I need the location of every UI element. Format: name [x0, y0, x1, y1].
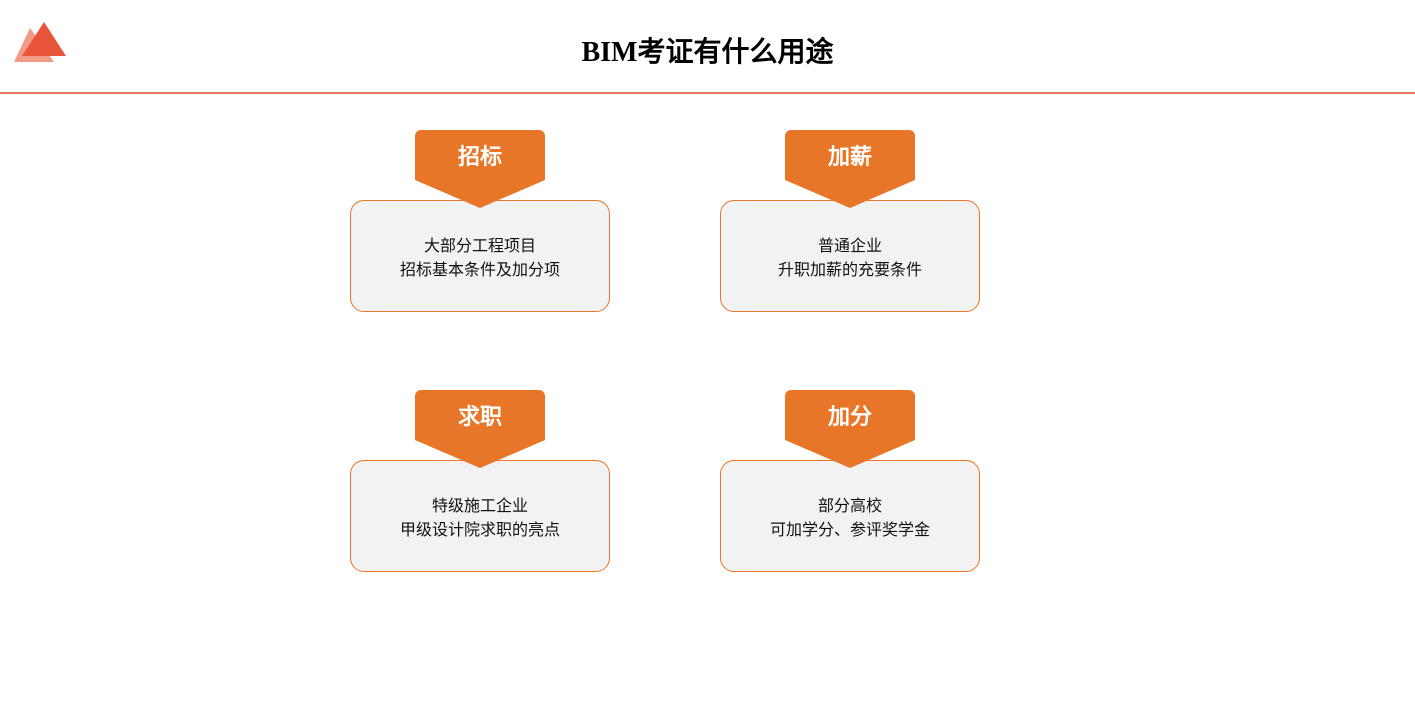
- badge-arrow-icon: [415, 180, 545, 208]
- card-line1: 普通企业: [818, 235, 882, 259]
- card-box: 普通企业 升职加薪的充要条件: [720, 200, 980, 312]
- card-line2: 甲级设计院求职的亮点: [400, 519, 560, 543]
- badge-label: 招标: [415, 130, 545, 180]
- badge-salary: 加薪: [785, 130, 915, 210]
- badge-job: 求职: [415, 390, 545, 470]
- card-line2: 升职加薪的充要条件: [778, 259, 922, 283]
- badge-label: 加分: [785, 390, 915, 440]
- card-job: 求职 特级施工企业 甲级设计院求职的亮点: [350, 390, 610, 572]
- card-line1: 部分高校: [818, 495, 882, 519]
- card-line1: 特级施工企业: [432, 495, 528, 519]
- card-box: 部分高校 可加学分、参评奖学金: [720, 460, 980, 572]
- badge-bidding: 招标: [415, 130, 545, 210]
- card-box: 大部分工程项目 招标基本条件及加分项: [350, 200, 610, 312]
- card-bonus: 加分 部分高校 可加学分、参评奖学金: [720, 390, 980, 572]
- badge-label: 求职: [415, 390, 545, 440]
- divider-line: [0, 92, 1415, 94]
- card-box: 特级施工企业 甲级设计院求职的亮点: [350, 460, 610, 572]
- badge-arrow-icon: [785, 440, 915, 468]
- badge-arrow-icon: [415, 440, 545, 468]
- card-salary: 加薪 普通企业 升职加薪的充要条件: [720, 130, 980, 312]
- badge-bonus: 加分: [785, 390, 915, 470]
- logo-icon: [12, 22, 72, 83]
- card-line1: 大部分工程项目: [424, 235, 536, 259]
- badge-arrow-icon: [785, 180, 915, 208]
- card-bidding: 招标 大部分工程项目 招标基本条件及加分项: [350, 130, 610, 312]
- card-line2: 招标基本条件及加分项: [400, 259, 560, 283]
- badge-label: 加薪: [785, 130, 915, 180]
- page-title: BIM考证有什么用途: [0, 0, 1415, 70]
- card-line2: 可加学分、参评奖学金: [770, 519, 930, 543]
- cards-grid: 招标 大部分工程项目 招标基本条件及加分项 加薪 普通企业 升职加薪的充要条件 …: [0, 130, 1415, 690]
